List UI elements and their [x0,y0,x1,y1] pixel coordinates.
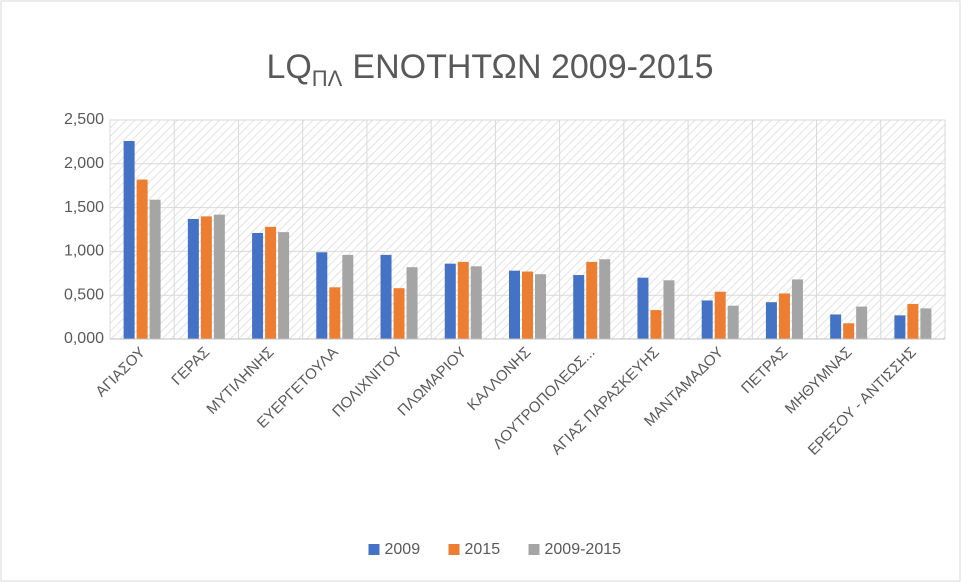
bar [843,323,855,339]
legend-swatch [368,544,380,555]
bar [393,288,405,339]
bar [765,302,777,339]
bar [329,287,341,339]
bar [701,300,713,339]
legend-swatch [448,544,460,555]
chart-title: LQΠΛ ΕΝΟΤΗΤΩΝ 2009-2015 [266,48,713,91]
bar [830,314,842,339]
bar [187,218,199,339]
bar [380,254,392,339]
bar [778,293,790,339]
bar [470,266,482,339]
bar [123,141,135,339]
y-tick-label: 2,500 [64,111,104,128]
bar [265,226,277,339]
bar [522,271,533,339]
y-tick-label: 0,000 [64,330,104,347]
bar [316,252,328,339]
bar [714,291,726,339]
bar [650,310,662,339]
bar [213,214,225,339]
legend-swatch [528,544,540,555]
bar [457,261,469,339]
bar [200,216,212,339]
bar [907,303,919,339]
bar [136,179,148,339]
bar [278,232,290,339]
legend-label: 2009-2015 [545,541,622,558]
legend-label: 2015 [465,541,501,558]
bar [252,233,264,339]
bar [637,277,649,339]
y-tick-label: 0,500 [64,286,104,303]
bar [586,261,598,339]
bar [342,254,354,339]
bar [573,275,585,339]
bar [856,306,868,339]
bar [663,280,675,339]
bar [727,305,739,339]
bar [894,315,906,339]
bar [444,263,456,339]
bar [920,308,932,339]
y-tick-label: 2,000 [64,155,104,172]
bar [599,259,611,339]
y-tick-label: 1,500 [64,199,104,216]
bar [149,199,161,339]
bar [509,270,520,339]
y-tick-label: 1,000 [64,243,104,260]
legend-label: 2009 [385,541,421,558]
bar [406,267,418,339]
bar [791,279,803,339]
bar [535,274,546,339]
